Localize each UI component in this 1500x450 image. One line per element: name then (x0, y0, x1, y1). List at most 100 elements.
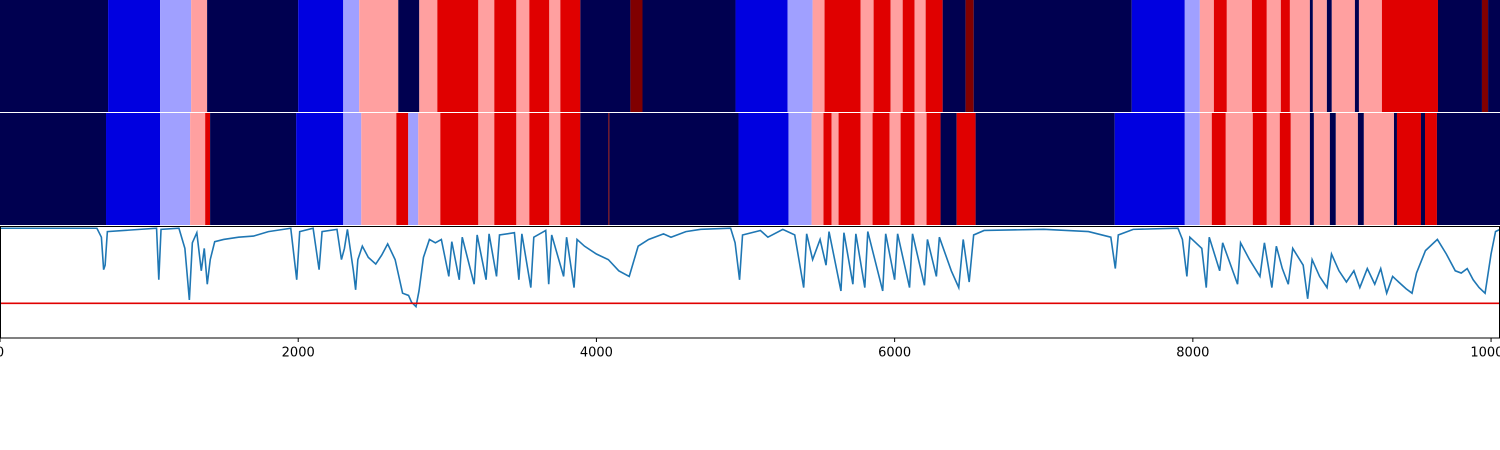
segment (1335, 113, 1358, 225)
segment (478, 113, 495, 225)
segment (1131, 0, 1185, 112)
segment (1357, 113, 1364, 225)
segment (560, 113, 581, 225)
segment (437, 0, 479, 112)
segment (1213, 0, 1227, 112)
segment (1280, 0, 1290, 112)
segment (1329, 113, 1336, 225)
segment (965, 0, 974, 112)
segment (1326, 0, 1332, 112)
segment (1309, 113, 1314, 225)
segment (1393, 113, 1397, 225)
segment (494, 113, 517, 225)
segment (831, 113, 839, 225)
segment (1266, 113, 1280, 225)
segment (1313, 113, 1330, 225)
segment (1289, 0, 1310, 112)
segment (890, 0, 903, 112)
segment (1211, 113, 1226, 225)
segment (889, 113, 901, 225)
segment (549, 113, 561, 225)
segment (1396, 113, 1421, 225)
x-tick-label: 10000 (1470, 346, 1500, 361)
segment (396, 113, 409, 225)
segment (298, 0, 344, 112)
segment (1251, 0, 1267, 112)
segment (361, 113, 397, 225)
segment (914, 0, 926, 112)
segment (1420, 113, 1425, 225)
segment (1354, 0, 1359, 112)
segment (902, 0, 915, 112)
segment (1199, 113, 1212, 225)
segment (529, 0, 550, 112)
segment (343, 113, 362, 225)
segment (811, 113, 824, 225)
segment (516, 0, 530, 112)
segment (549, 0, 561, 112)
segment (478, 0, 495, 112)
segment (900, 113, 915, 225)
segment (1363, 113, 1394, 225)
segment (914, 113, 927, 225)
segment (1266, 0, 1281, 112)
segment (1184, 0, 1200, 112)
axes-frame (0, 226, 1500, 339)
x-tick-label: 0 (0, 346, 4, 361)
segment (926, 113, 941, 225)
segment (1114, 113, 1185, 225)
segment (1225, 113, 1253, 225)
segment (160, 113, 191, 225)
segment (207, 0, 299, 112)
segment (210, 113, 297, 225)
segment (940, 113, 957, 225)
segment (190, 113, 206, 225)
segment (494, 0, 517, 112)
segment (1437, 0, 1482, 112)
segment (205, 113, 211, 225)
segment (408, 113, 419, 225)
segment (529, 113, 550, 225)
x-tick-label: 8000 (1176, 346, 1209, 361)
segment (580, 113, 609, 225)
segment (1481, 0, 1489, 112)
segment (1252, 113, 1267, 225)
data-line (0, 227, 1500, 309)
segment (838, 113, 861, 225)
segment (0, 0, 109, 112)
segment (812, 0, 825, 112)
segment (1381, 0, 1438, 112)
segment (1436, 113, 1500, 225)
segment (359, 0, 399, 112)
segment (860, 0, 874, 112)
segment (1290, 113, 1310, 225)
segment (560, 0, 581, 112)
segment (1184, 113, 1200, 225)
segment (872, 113, 890, 225)
segment (608, 113, 610, 225)
segment (343, 0, 360, 112)
segment (398, 0, 420, 112)
segment (1425, 113, 1437, 225)
segment (873, 0, 891, 112)
segment (440, 113, 479, 225)
segment (160, 0, 192, 112)
segment (735, 0, 788, 112)
segment (1279, 113, 1291, 225)
segment (787, 0, 813, 112)
segment (925, 0, 943, 112)
segment (860, 113, 873, 225)
segment (788, 113, 812, 225)
segment (1331, 0, 1355, 112)
segment (1226, 0, 1252, 112)
segment (942, 0, 966, 112)
segment (1488, 0, 1500, 112)
segment (1358, 0, 1382, 112)
segment (0, 113, 107, 225)
segment (1312, 0, 1327, 112)
segment (975, 113, 1115, 225)
segment (191, 0, 208, 112)
segment (630, 0, 643, 112)
